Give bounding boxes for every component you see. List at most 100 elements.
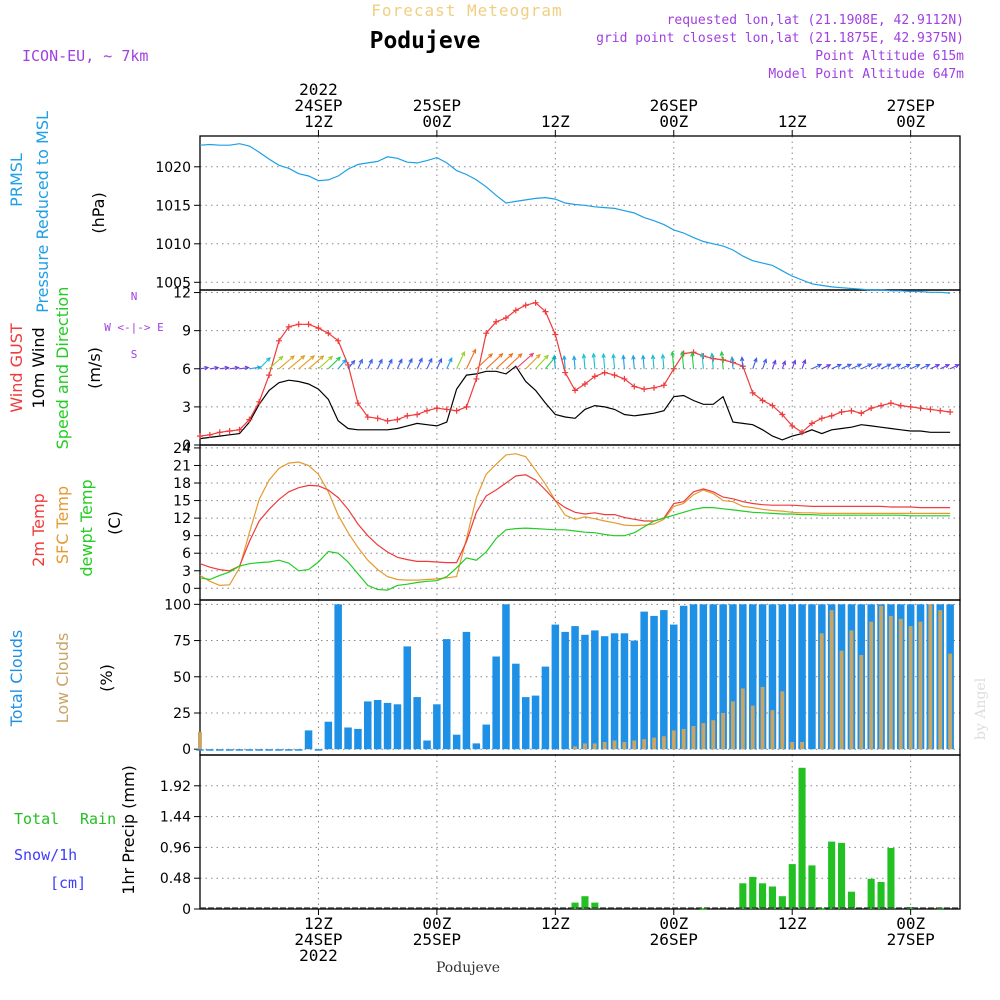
total-cloud-bar — [551, 624, 560, 750]
wind-arrow-head — [448, 357, 453, 363]
low-cloud-bar — [721, 713, 725, 750]
gust-marker — [789, 422, 796, 429]
gust-marker — [799, 429, 806, 436]
point-altitude: Point Altitude 615m — [815, 49, 964, 64]
gust-marker — [236, 426, 243, 433]
gust-marker — [759, 397, 766, 404]
total-cloud-bar — [216, 749, 224, 751]
x-label-top: 12Z — [304, 112, 333, 131]
total-cloud-bar — [334, 604, 342, 750]
low-cloud-bar — [859, 655, 864, 750]
total-cloud-bar — [561, 631, 569, 750]
total-cloud-bar — [591, 630, 599, 750]
total-cloud-bar — [255, 749, 263, 751]
gust-marker — [424, 407, 431, 414]
precip-bar — [571, 902, 579, 909]
model-name: ICON-EU, ~ 7km — [22, 47, 148, 65]
low-cloud-bar — [869, 621, 874, 750]
low-cloud-bar — [592, 743, 597, 750]
low-cloud-bar — [888, 615, 893, 750]
wind-arrow — [347, 360, 356, 370]
wind-arrow-head — [719, 350, 725, 356]
precip-bar — [838, 842, 846, 909]
wind-arrow-head — [762, 358, 768, 364]
pressure-label-short: PRMSL — [7, 153, 26, 207]
gust-marker — [473, 375, 480, 382]
rain-label: Rain — [80, 810, 116, 828]
wind-arrow-head — [660, 353, 666, 359]
gust-marker — [206, 431, 213, 438]
precip-bar — [581, 896, 589, 909]
wind-arrow-head — [224, 365, 230, 371]
wind-arrow-head — [544, 354, 549, 360]
wind-arrow-head — [300, 354, 306, 360]
wind-arrow — [268, 356, 283, 370]
gust-marker — [256, 398, 263, 405]
wind-arrow-head — [350, 359, 356, 365]
y-tick-label: 6 — [182, 546, 191, 562]
wind-arrow-head — [826, 364, 832, 369]
wind-unit: (m/s) — [85, 347, 104, 389]
total-cloud-bar — [373, 700, 382, 750]
precip-bar — [907, 907, 915, 909]
wind-arrow — [249, 366, 261, 370]
wind-arrow-head — [670, 350, 675, 356]
wind-arrow — [662, 354, 665, 369]
wind-arrow — [741, 357, 744, 369]
wind-arrow — [612, 354, 616, 369]
low-cloud-bar — [948, 653, 953, 750]
total-cloud-bar — [245, 749, 254, 751]
gust-marker — [522, 302, 529, 309]
x-label-top: 00Z — [422, 112, 451, 131]
wind-gust-line — [199, 302, 951, 437]
total-cloud-bar — [265, 749, 273, 751]
wind-arrow-head — [700, 352, 705, 358]
precip-bar — [847, 891, 855, 909]
wind-arrow — [652, 355, 655, 369]
low-cloud-bar — [918, 621, 923, 750]
precip-bar — [699, 908, 707, 910]
dewpt-label: dewpt Temp — [77, 479, 96, 576]
wind-arrow-head — [905, 363, 912, 368]
wind-arrow — [505, 353, 523, 370]
total-cloud-bar — [354, 728, 362, 750]
wind-arrow-head — [266, 357, 271, 362]
wind-arrow-head — [460, 350, 466, 357]
wind-arrow — [771, 360, 777, 369]
wind-arrow-head — [535, 353, 541, 359]
wind-arrow-head — [488, 353, 494, 358]
wind-arrow-head — [925, 363, 931, 369]
model-altitude: Model Point Altitude 647m — [768, 67, 964, 82]
total-cloud-bar — [492, 656, 500, 750]
y-tick-label: 1.44 — [160, 810, 191, 826]
total-cloud-bar — [610, 633, 619, 750]
total-cloud-bar — [689, 604, 698, 750]
2m-temp-line — [199, 474, 951, 572]
total-cloud-bar — [393, 704, 402, 750]
total-cloud-bar — [295, 749, 303, 751]
gust-marker — [275, 337, 282, 344]
y-tick-label: 1010 — [155, 237, 191, 253]
total-cloud-bar — [275, 749, 283, 751]
gust-marker — [897, 402, 904, 409]
total-cloud-bar — [630, 640, 638, 750]
low-cloud-bar — [632, 740, 637, 750]
precip-bar — [877, 882, 885, 909]
low-cloud-bar — [829, 610, 834, 750]
precip-bar — [867, 878, 875, 909]
wind-arrow — [880, 363, 891, 370]
wind-arrow — [485, 353, 503, 370]
wind-arrow-head — [289, 355, 295, 360]
low-cloud-bar — [928, 604, 933, 750]
total-cloud-bar — [571, 626, 579, 750]
precip-bar — [778, 896, 786, 909]
gust-marker — [345, 361, 352, 368]
wind-arrow-head — [772, 359, 777, 365]
wind-arrow-head — [342, 358, 347, 364]
wind-arrow — [701, 353, 704, 369]
wind-arrow — [357, 359, 363, 370]
wind-arrow — [801, 359, 806, 369]
precip-bar — [749, 876, 757, 909]
wind-arrow-head — [802, 358, 807, 365]
x-label-top: 12Z — [778, 112, 807, 131]
